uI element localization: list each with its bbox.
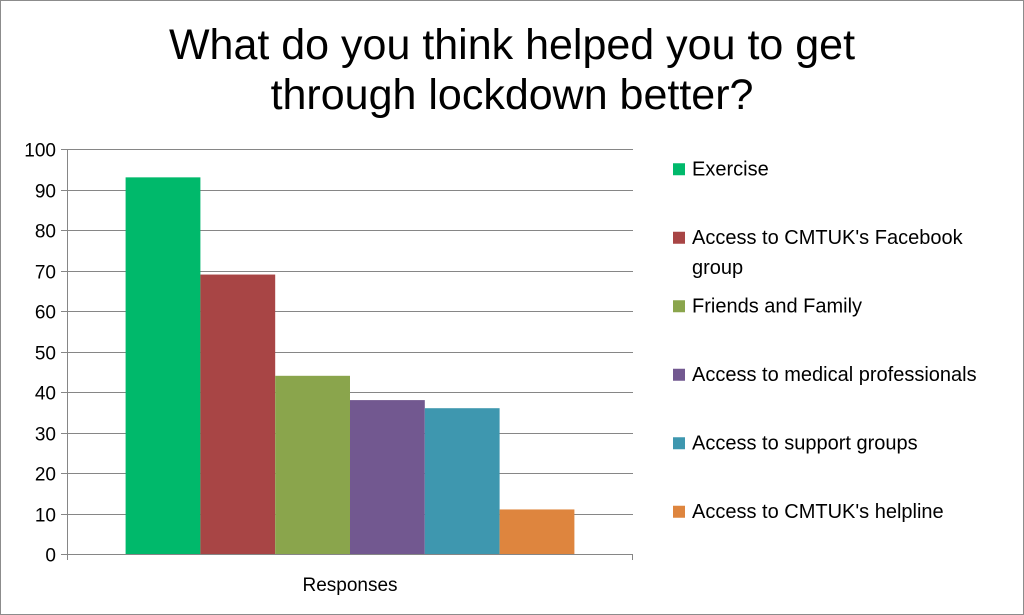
y-tick-label: 80 (35, 222, 56, 243)
legend-label: Access to CMTUK's Facebook group (692, 227, 964, 279)
legend-swatch (673, 437, 685, 450)
y-tick-label: 90 (35, 182, 56, 203)
y-tick-label: 10 (35, 506, 56, 527)
y-tick-label: 20 (35, 465, 56, 486)
y-tick-label: 60 (35, 303, 56, 324)
legend-item-2: Access to CMTUK's Facebook group (673, 227, 964, 279)
y-tick-label: 0 (45, 546, 56, 567)
y-tick-label: 100 (24, 141, 56, 162)
legend-label: Exercise (692, 158, 769, 180)
legend-swatch (673, 368, 685, 381)
bar-6 (499, 509, 575, 554)
legend-label: Friends and Family (692, 295, 862, 317)
bar-1 (125, 177, 201, 554)
x-category-label: Responses (302, 575, 397, 596)
legend-swatch (673, 163, 685, 176)
y-tick-label: 50 (35, 344, 56, 365)
legend-swatch (673, 505, 685, 518)
legend-item-1: Exercise (673, 158, 769, 180)
y-tick-label: 40 (35, 384, 56, 405)
legend-swatch (673, 300, 685, 313)
bar-4 (350, 400, 425, 554)
bar-3 (275, 375, 350, 554)
legend-item-5: Access to support groups (673, 432, 918, 454)
bar-5 (424, 408, 500, 554)
legend: Exercise Access to CMTUK's Facebook group F… (673, 158, 977, 523)
legend-label: Access to medical professionals (692, 364, 977, 386)
legend-item-4: Access to medical professionals (673, 364, 977, 386)
chart-title: What do you think helped you to get thro… (168, 21, 856, 119)
legend-item-3: Friends and Family (673, 295, 862, 317)
y-tick-label: 30 (35, 425, 56, 446)
axes: 0 10 20 30 40 50 60 70 80 90 100 Responses (24, 141, 633, 596)
legend-label: Access to support groups (692, 432, 918, 454)
legend-label: Access to CMTUK's helpline (692, 501, 944, 523)
legend-item-6: Access to CMTUK's helpline (673, 501, 944, 523)
bars (125, 177, 575, 554)
legend-swatch (673, 231, 685, 244)
bar-2 (200, 274, 276, 554)
y-tick-label: 70 (35, 263, 56, 284)
